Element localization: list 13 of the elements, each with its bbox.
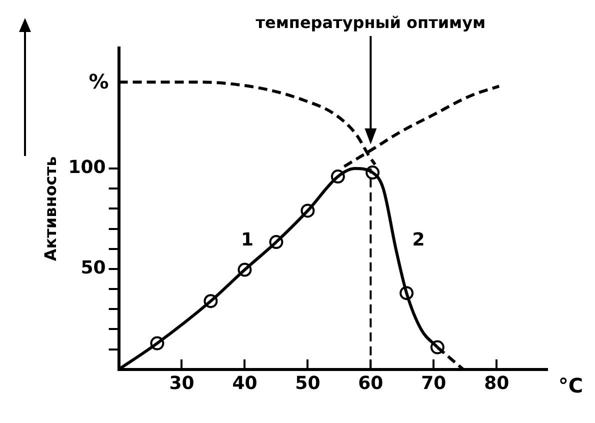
x-tick-label: 40 xyxy=(232,372,258,394)
annotation: 1 xyxy=(240,230,254,251)
y-axis-title: Активность xyxy=(40,156,60,262)
annotation: температурный оптимум xyxy=(256,13,486,32)
y-tick-label: 100 xyxy=(68,157,106,178)
x-tick-label: 70 xyxy=(421,372,446,394)
x-tick-label: 50 xyxy=(295,372,320,394)
x-tick-label: 60 xyxy=(358,372,384,394)
x-tick-label: 80 xyxy=(484,372,510,394)
x-tick-label: 30 xyxy=(169,372,194,394)
text: % xyxy=(88,70,109,94)
x-axis-title: °C xyxy=(558,374,583,398)
annotation: 2 xyxy=(412,230,425,251)
